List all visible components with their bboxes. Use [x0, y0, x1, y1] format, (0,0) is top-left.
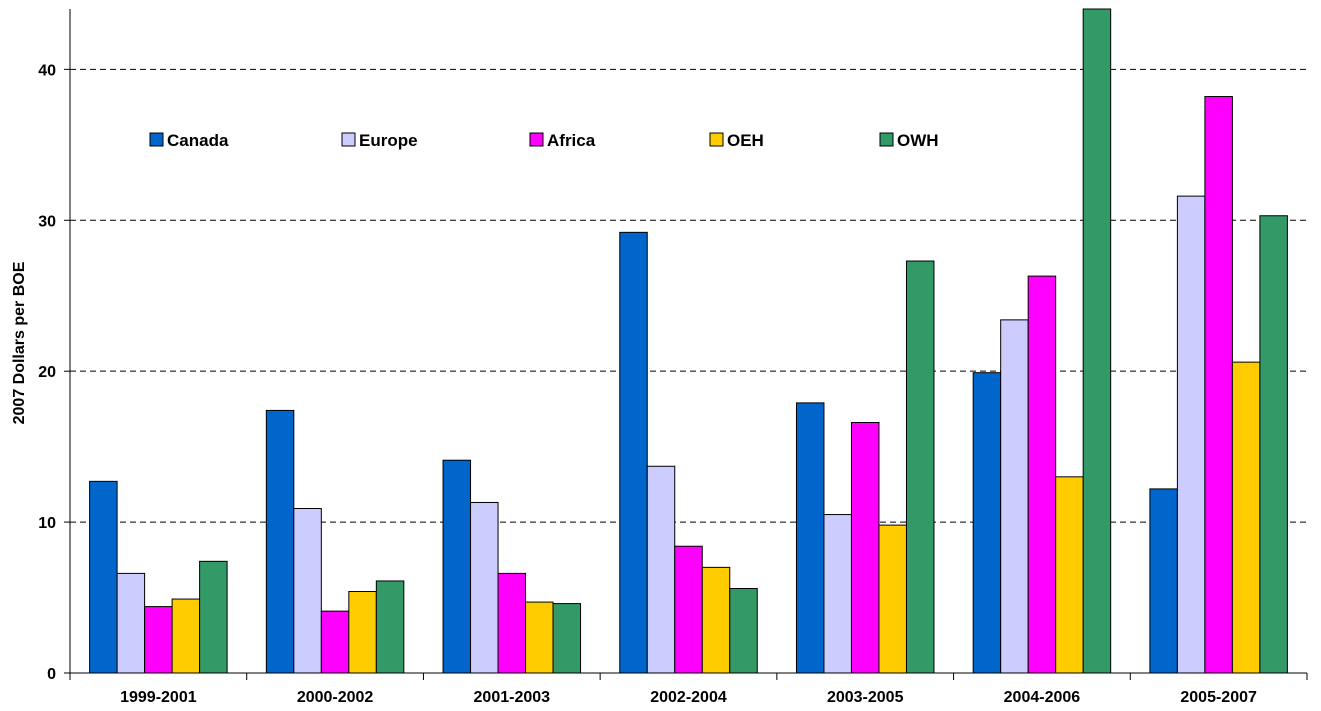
bar-owh-2004-2006	[1082, 8, 1112, 674]
bar-africa-1999-2001	[144, 606, 173, 674]
x-tick-label-2003-2005: 2003-2005	[827, 689, 904, 706]
bar-owh-2001-2003	[552, 603, 582, 674]
bar-owh-1999-2001	[199, 560, 228, 674]
y-tick-label-40: 40	[38, 62, 56, 79]
bar-oeh-2003-2005	[878, 524, 907, 674]
bar-africa-2004-2006	[1027, 275, 1057, 674]
bar-owh-2005-2007	[1259, 215, 1288, 674]
x-tick-label-2002-2004: 2002-2004	[650, 689, 727, 706]
legend-swatch-europe	[341, 132, 356, 147]
legend-label-canada: Canada	[167, 131, 229, 150]
x-tick-label-2000-2002: 2000-2002	[297, 689, 374, 706]
y-tick-label-20: 20	[38, 364, 56, 381]
legend-label-oeh: OEH	[727, 131, 764, 150]
bar-africa-2005-2007	[1204, 96, 1233, 674]
legend-label-owh: OWH	[897, 131, 939, 150]
y-tick-label-10: 10	[38, 515, 56, 532]
bar-africa-2002-2004	[674, 545, 703, 674]
bar-canada-2005-2007	[1149, 488, 1178, 674]
bar-africa-2003-2005	[850, 421, 880, 674]
bar-oeh-2004-2006	[1055, 476, 1084, 674]
x-tick-label-2005-2007: 2005-2007	[1180, 689, 1257, 706]
bar-owh-2002-2004	[729, 587, 758, 674]
bar-owh-2003-2005	[905, 260, 935, 674]
bar-canada-2002-2004	[619, 231, 648, 674]
bar-canada-2000-2002	[265, 409, 295, 674]
legend-swatch-canada	[149, 132, 164, 147]
bar-europe-2005-2007	[1176, 195, 1206, 674]
bar-oeh-2002-2004	[701, 566, 731, 674]
bar-canada-2003-2005	[795, 402, 825, 674]
bar-europe-2003-2005	[823, 514, 852, 674]
bar-owh-2000-2002	[375, 580, 405, 674]
y-tick-label-0: 0	[47, 666, 56, 683]
legend-swatch-owh	[879, 132, 894, 147]
bar-oeh-2001-2003	[525, 601, 554, 674]
bar-canada-1999-2001	[89, 480, 118, 674]
legend-swatch-africa	[529, 132, 544, 147]
legend: Canada Europe Africa OEH OWH	[149, 131, 939, 150]
y-tick-label-30: 30	[38, 213, 56, 230]
legend-label-africa: Africa	[547, 131, 596, 150]
bar-africa-2000-2002	[320, 610, 350, 674]
bar-europe-2002-2004	[646, 465, 676, 674]
bar-oeh-2005-2007	[1231, 361, 1261, 674]
bar-series	[89, 8, 1288, 674]
legend-label-europe: Europe	[359, 131, 418, 150]
bar-europe-2004-2006	[1000, 319, 1029, 674]
bar-europe-1999-2001	[116, 572, 146, 674]
x-axis-ticks: 1999-2001 2000-2002 2001-2003 2002-2004 2003…	[69, 673, 1308, 706]
bar-europe-2000-2002	[293, 508, 322, 674]
axes	[69, 9, 1307, 674]
bar-oeh-2000-2002	[348, 591, 377, 674]
x-tick-label-2001-2003: 2001-2003	[474, 689, 551, 706]
y-axis-ticks: 0 10 20 30 40	[38, 62, 70, 683]
legend-swatch-oeh	[709, 132, 724, 147]
bar-canada-2004-2006	[972, 372, 1002, 674]
bar-africa-2001-2003	[497, 572, 527, 674]
bar-europe-2001-2003	[470, 501, 499, 674]
bar-canada-2001-2003	[442, 459, 472, 674]
x-tick-label-2004-2006: 2004-2006	[1004, 689, 1081, 706]
y-axis-title: 2007 Dollars per BOE	[11, 261, 28, 424]
x-tick-label-1999-2001: 1999-2001	[120, 689, 197, 706]
gridlines	[70, 68, 1307, 523]
bar-oeh-1999-2001	[171, 598, 201, 674]
